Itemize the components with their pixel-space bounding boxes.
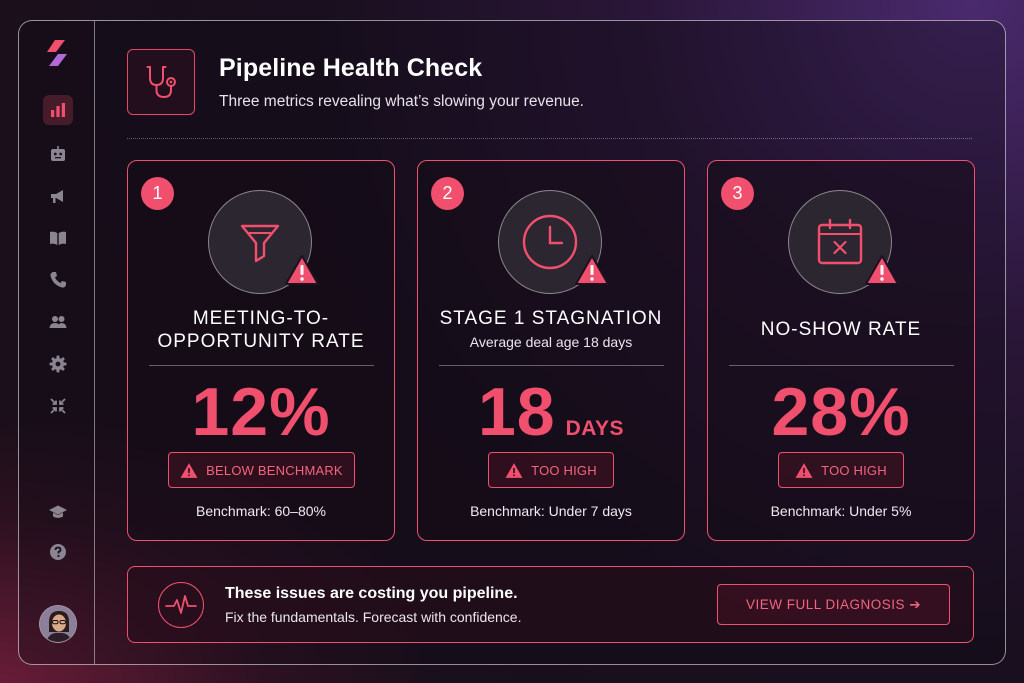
chart-icon [51,103,65,117]
pulse-icon-circle [158,582,204,628]
megaphone-icon [51,190,63,203]
warning-icon [795,462,813,478]
warning-icon [865,255,899,285]
metric-title: NO-SHOW RATE [760,319,922,340]
sidebar-item-calls[interactable] [43,265,73,295]
sidebar-item-analytics[interactable] [43,95,73,125]
status-badge: TOO HIGH [488,452,614,488]
sidebar [19,21,95,664]
view-full-diagnosis-button[interactable]: VIEW FULL DIAGNOSIS ➔ [717,584,950,625]
card-divider [729,365,954,366]
gear-icon [49,355,67,373]
metric-title: STAGE 1 STAGNATION [439,308,663,329]
card-divider [439,365,664,366]
sidebar-item-academy[interactable] [43,497,73,527]
status-badge: BELOW BENCHMARK [168,452,355,488]
benchmark-text: Benchmark: 60–80% [196,503,326,519]
phone-icon [50,272,66,288]
sidebar-item-library[interactable] [43,223,73,253]
metric-card-no-show-rate: 3 NO-SHOW RATE 28% TOO HIGH Benchma [707,160,975,541]
page-title: Pipeline Health Check [219,54,483,82]
warning-icon [285,255,319,285]
status-label: TOO HIGH [821,462,887,478]
clock-icon-circle [498,190,602,294]
card-number: 2 [431,177,464,210]
metric-value-number: 18 [477,374,556,450]
sidebar-item-settings[interactable] [43,349,73,379]
warning-icon [505,462,523,478]
stethoscope-icon [146,66,176,99]
metric-card-stage1-stagnation: 2 STAGE 1 STAGNATION Average deal age 18… [417,160,685,541]
metric-value: 12% [128,377,394,447]
page-subtitle: Three metrics revealing what’s slowing y… [219,93,584,110]
metric-value-number: 28% [771,374,911,450]
graduation-cap-icon [49,505,67,518]
clock-icon [522,214,578,270]
calendar-x-icon [817,218,863,265]
card-divider [149,365,374,366]
card-number: 3 [721,177,754,210]
bot-icon [51,146,65,161]
users-icon [49,316,67,328]
footer-subtitle: Fix the fundamentals. Forecast with conf… [225,609,522,625]
footer-banner: These issues are costing you pipeline. F… [127,566,974,643]
metric-subtitle: Average deal age 18 days [469,334,633,350]
metric-value-number: 12% [191,374,331,450]
metric-value: 18 DAYS [418,377,684,464]
sidebar-item-bots[interactable] [43,139,73,169]
warning-icon [575,255,609,285]
sidebar-item-campaigns[interactable] [43,181,73,211]
metric-value-unit: DAYS [565,417,625,440]
sidebar-collapse[interactable] [43,391,73,421]
footer-title: These issues are costing you pipeline. [225,585,518,602]
status-label: BELOW BENCHMARK [206,462,343,478]
header-divider [127,138,972,139]
sidebar-item-team[interactable] [43,307,73,337]
logo-icon[interactable] [45,39,69,67]
status-label: TOO HIGH [531,462,597,478]
funnel-icon [240,224,280,263]
benchmark-text: Benchmark: Under 7 days [470,503,632,519]
help-icon [50,544,66,560]
metric-title-line2: OPPORTUNITY RATE [157,331,365,352]
metric-card-meeting-to-opportunity: 1 MEETING-TO- OPPORTUNITY RATE 12% BELOW… [127,160,395,541]
heartbeat-icon [165,595,197,614]
collapse-icon [50,398,66,414]
avatar[interactable] [39,605,77,643]
stethoscope-icon-box [127,49,195,115]
card-number: 1 [141,177,174,210]
book-icon [50,231,66,245]
status-badge: TOO HIGH [778,452,904,488]
warning-icon [180,462,198,478]
metric-title-line1: MEETING-TO- [192,308,330,329]
benchmark-text: Benchmark: Under 5% [770,503,912,519]
app-window: Pipeline Health Check Three metrics reve… [18,20,1006,665]
metric-value: 28% [708,377,974,447]
sidebar-item-help[interactable] [43,537,73,567]
